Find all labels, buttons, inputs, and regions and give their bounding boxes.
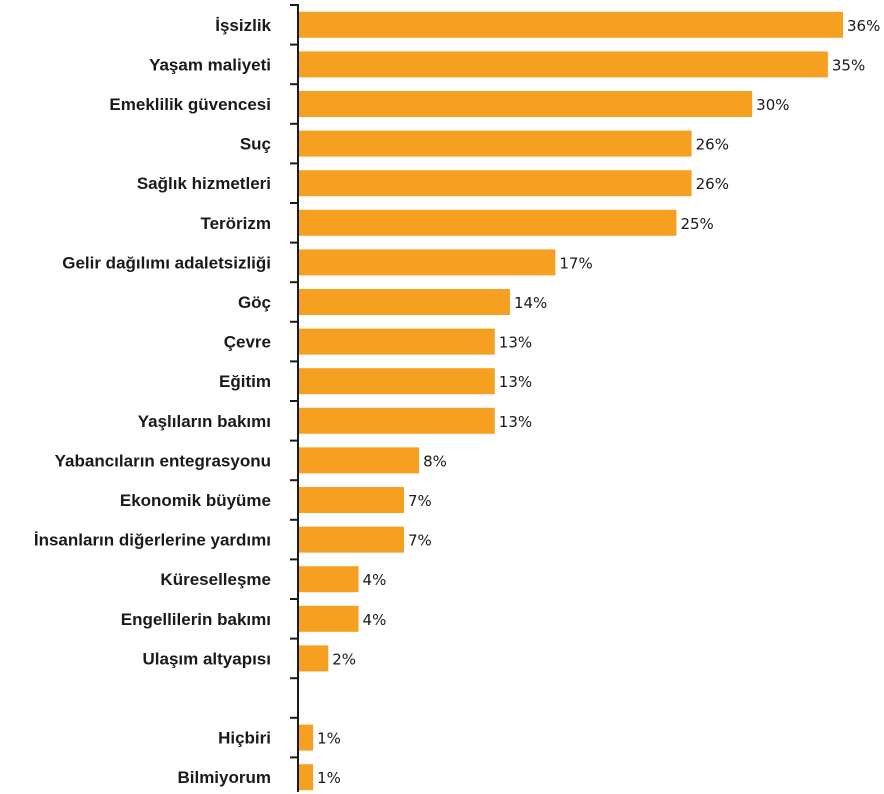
category-label: Yaşam maliyeti [149, 55, 271, 74]
category-label: Gelir dağılımı adaletsizliği [62, 253, 271, 272]
value-label: 1% [317, 730, 341, 748]
value-label: 30% [756, 96, 789, 114]
bar [298, 407, 495, 434]
value-label: 25% [680, 215, 713, 233]
value-label: 1% [317, 769, 341, 787]
value-label: 8% [423, 452, 447, 470]
value-label: 36% [847, 17, 880, 35]
category-label: Eğitim [219, 372, 271, 391]
value-label: 4% [363, 611, 387, 629]
bar [298, 209, 677, 236]
category-label: Yaşlıların bakımı [138, 412, 271, 431]
bar [298, 328, 495, 355]
bar [298, 487, 404, 513]
bar [298, 764, 314, 791]
bar [298, 566, 359, 593]
value-label: 7% [408, 492, 432, 510]
bar [298, 11, 843, 38]
bar [298, 368, 495, 395]
bars [298, 11, 843, 791]
bar [298, 51, 828, 78]
bar [298, 605, 359, 632]
bar [298, 249, 556, 276]
category-label: Suç [240, 135, 271, 154]
category-label: İnsanların diğerlerine yardımı [34, 531, 271, 550]
bar [298, 526, 404, 553]
bar [298, 91, 753, 117]
value-label: 13% [499, 373, 532, 391]
value-label: 4% [363, 571, 387, 589]
category-labels: İşsizlik Yaşam maliyeti Emeklilik güvences… [34, 16, 272, 787]
category-label: Terörizm [200, 214, 271, 233]
category-label: Ulaşım altyapısı [142, 649, 271, 668]
value-label: 13% [499, 334, 532, 352]
category-label: Hiçbiri [218, 729, 271, 748]
category-label: Küreselleşme [160, 570, 271, 589]
axis-ticks [290, 4, 298, 759]
bar [298, 170, 692, 197]
category-label: Sağlık hizmetleri [137, 174, 271, 193]
category-label: Engellilerin bakımı [121, 610, 271, 629]
value-label: 26% [696, 175, 729, 193]
category-label: Emeklilik güvencesi [109, 95, 271, 114]
value-labels: 36% 35% 30% 26% 26% 25% 17% 14% 13% 13% 13% 8% 7% 7% 4… [317, 17, 880, 787]
bar [298, 289, 510, 315]
category-label: Bilmiyorum [177, 768, 271, 787]
value-label: 17% [559, 254, 592, 272]
category-label: Ekonomik büyüme [120, 491, 271, 510]
value-label: 7% [408, 532, 432, 550]
bar [298, 724, 314, 751]
bar [298, 447, 420, 474]
value-label: 14% [514, 294, 547, 312]
bar [298, 130, 692, 157]
category-label: Göç [238, 293, 271, 312]
value-label: 26% [696, 136, 729, 154]
value-label: 2% [332, 650, 356, 668]
value-label: 13% [499, 413, 532, 431]
value-label: 35% [832, 56, 865, 74]
category-label: Çevre [224, 333, 271, 352]
bar [298, 645, 329, 672]
category-label: İşsizlik [215, 16, 271, 35]
category-label: Yabancıların entegrasyonu [55, 451, 271, 470]
